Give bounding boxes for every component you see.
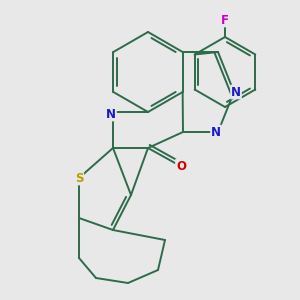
Text: F: F: [221, 14, 229, 26]
Text: S: S: [75, 172, 83, 184]
Text: N: N: [106, 107, 116, 121]
Text: O: O: [176, 160, 186, 172]
Text: N: N: [231, 85, 241, 98]
Text: N: N: [211, 125, 221, 139]
